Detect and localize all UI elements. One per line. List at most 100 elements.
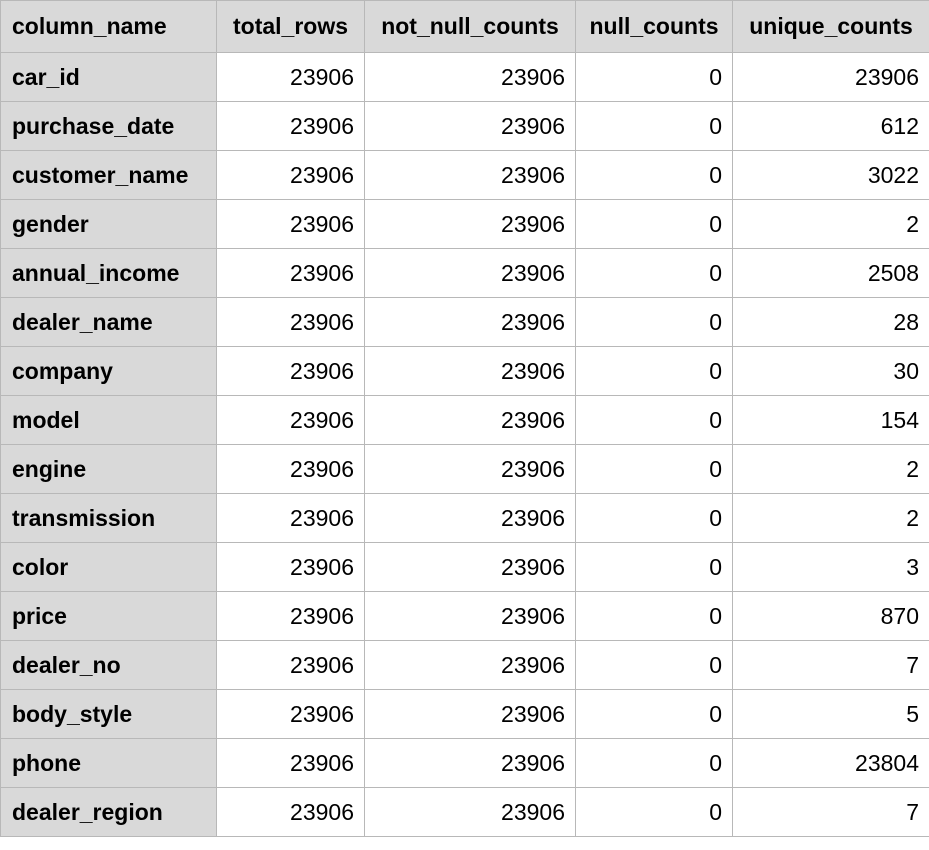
not-null-counts-cell[interactable]: 23906 (364, 591, 576, 641)
row-header-cell[interactable]: color (0, 542, 217, 592)
unique-counts-cell[interactable]: 7 (732, 787, 929, 837)
column-header-unique-counts[interactable]: unique_counts (732, 0, 929, 53)
not-null-counts-cell[interactable]: 23906 (364, 346, 576, 396)
not-null-counts-cell[interactable]: 23906 (364, 542, 576, 592)
null-counts-cell[interactable]: 0 (575, 150, 733, 200)
table-row: phone 23906 23906 0 23804 (0, 738, 929, 788)
null-counts-cell[interactable]: 0 (575, 52, 733, 102)
total-rows-cell[interactable]: 23906 (216, 444, 365, 494)
row-header-cell[interactable]: price (0, 591, 217, 641)
not-null-counts-cell[interactable]: 23906 (364, 297, 576, 347)
null-counts-cell[interactable]: 0 (575, 787, 733, 837)
unique-counts-cell[interactable]: 2508 (732, 248, 929, 298)
not-null-counts-cell[interactable]: 23906 (364, 101, 576, 151)
row-header-cell[interactable]: purchase_date (0, 101, 217, 151)
total-rows-cell[interactable]: 23906 (216, 640, 365, 690)
null-counts-cell[interactable]: 0 (575, 248, 733, 298)
not-null-counts-cell[interactable]: 23906 (364, 738, 576, 788)
unique-counts-cell[interactable]: 870 (732, 591, 929, 641)
row-header-cell[interactable]: body_style (0, 689, 217, 739)
table-row: model 23906 23906 0 154 (0, 395, 929, 445)
total-rows-cell[interactable]: 23906 (216, 52, 365, 102)
not-null-counts-cell[interactable]: 23906 (364, 199, 576, 249)
null-counts-cell[interactable]: 0 (575, 738, 733, 788)
table-row: dealer_name 23906 23906 0 28 (0, 297, 929, 347)
null-counts-cell[interactable]: 0 (575, 542, 733, 592)
not-null-counts-cell[interactable]: 23906 (364, 52, 576, 102)
null-counts-cell[interactable]: 0 (575, 493, 733, 543)
total-rows-cell[interactable]: 23906 (216, 248, 365, 298)
table-row: color 23906 23906 0 3 (0, 542, 929, 592)
table-row: customer_name 23906 23906 0 3022 (0, 150, 929, 200)
not-null-counts-cell[interactable]: 23906 (364, 444, 576, 494)
table-header: column_name total_rows not_null_counts n… (0, 0, 929, 53)
null-counts-cell[interactable]: 0 (575, 444, 733, 494)
null-counts-cell[interactable]: 0 (575, 689, 733, 739)
not-null-counts-cell[interactable]: 23906 (364, 248, 576, 298)
total-rows-cell[interactable]: 23906 (216, 150, 365, 200)
not-null-counts-cell[interactable]: 23906 (364, 689, 576, 739)
unique-counts-cell[interactable]: 612 (732, 101, 929, 151)
not-null-counts-cell[interactable]: 23906 (364, 150, 576, 200)
unique-counts-cell[interactable]: 7 (732, 640, 929, 690)
null-counts-cell[interactable]: 0 (575, 395, 733, 445)
total-rows-cell[interactable]: 23906 (216, 738, 365, 788)
not-null-counts-cell[interactable]: 23906 (364, 787, 576, 837)
null-counts-cell[interactable]: 0 (575, 297, 733, 347)
row-header-cell[interactable]: car_id (0, 52, 217, 102)
total-rows-cell[interactable]: 23906 (216, 346, 365, 396)
not-null-counts-cell[interactable]: 23906 (364, 493, 576, 543)
row-header-cell[interactable]: phone (0, 738, 217, 788)
null-counts-cell[interactable]: 0 (575, 346, 733, 396)
total-rows-cell[interactable]: 23906 (216, 199, 365, 249)
unique-counts-cell[interactable]: 23906 (732, 52, 929, 102)
unique-counts-cell[interactable]: 2 (732, 493, 929, 543)
unique-counts-cell[interactable]: 3 (732, 542, 929, 592)
unique-counts-cell[interactable]: 154 (732, 395, 929, 445)
column-header-null-counts[interactable]: null_counts (575, 0, 733, 53)
row-header-cell[interactable]: gender (0, 199, 217, 249)
header-row: column_name total_rows not_null_counts n… (0, 0, 929, 53)
column-header-not-null-counts[interactable]: not_null_counts (364, 0, 576, 53)
row-header-cell[interactable]: dealer_no (0, 640, 217, 690)
not-null-counts-cell[interactable]: 23906 (364, 395, 576, 445)
table-row: annual_income 23906 23906 0 2508 (0, 248, 929, 298)
table-row: price 23906 23906 0 870 (0, 591, 929, 641)
total-rows-cell[interactable]: 23906 (216, 787, 365, 837)
unique-counts-cell[interactable]: 5 (732, 689, 929, 739)
total-rows-cell[interactable]: 23906 (216, 395, 365, 445)
total-rows-cell[interactable]: 23906 (216, 493, 365, 543)
table-row: company 23906 23906 0 30 (0, 346, 929, 396)
table-row: gender 23906 23906 0 2 (0, 199, 929, 249)
unique-counts-cell[interactable]: 2 (732, 199, 929, 249)
total-rows-cell[interactable]: 23906 (216, 542, 365, 592)
total-rows-cell[interactable]: 23906 (216, 101, 365, 151)
unique-counts-cell[interactable]: 3022 (732, 150, 929, 200)
total-rows-cell[interactable]: 23906 (216, 297, 365, 347)
null-counts-cell[interactable]: 0 (575, 199, 733, 249)
unique-counts-cell[interactable]: 23804 (732, 738, 929, 788)
unique-counts-cell[interactable]: 2 (732, 444, 929, 494)
null-counts-cell[interactable]: 0 (575, 101, 733, 151)
row-header-cell[interactable]: company (0, 346, 217, 396)
null-counts-cell[interactable]: 0 (575, 640, 733, 690)
row-header-cell[interactable]: model (0, 395, 217, 445)
row-header-cell[interactable]: engine (0, 444, 217, 494)
row-header-cell[interactable]: dealer_region (0, 787, 217, 837)
row-header-cell[interactable]: annual_income (0, 248, 217, 298)
unique-counts-cell[interactable]: 30 (732, 346, 929, 396)
row-header-cell[interactable]: dealer_name (0, 297, 217, 347)
column-header-column-name[interactable]: column_name (0, 0, 217, 53)
table-row: engine 23906 23906 0 2 (0, 444, 929, 494)
total-rows-cell[interactable]: 23906 (216, 591, 365, 641)
table-row: body_style 23906 23906 0 5 (0, 689, 929, 739)
null-counts-cell[interactable]: 0 (575, 591, 733, 641)
row-header-cell[interactable]: transmission (0, 493, 217, 543)
total-rows-cell[interactable]: 23906 (216, 689, 365, 739)
unique-counts-cell[interactable]: 28 (732, 297, 929, 347)
table-row: transmission 23906 23906 0 2 (0, 493, 929, 543)
not-null-counts-cell[interactable]: 23906 (364, 640, 576, 690)
column-header-total-rows[interactable]: total_rows (216, 0, 365, 53)
row-header-cell[interactable]: customer_name (0, 150, 217, 200)
